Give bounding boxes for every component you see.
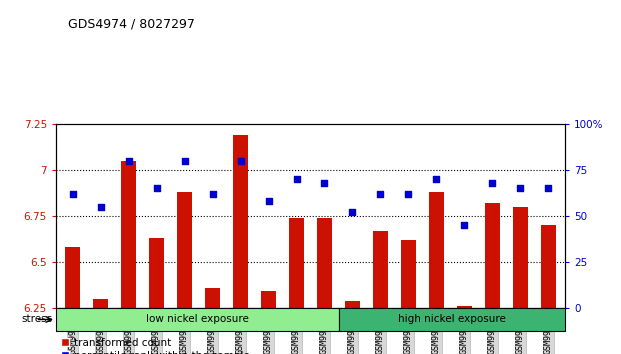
Bar [373, 231, 388, 308]
Point [179, 158, 189, 164]
Point [404, 191, 414, 197]
Text: GSM992709: GSM992709 [516, 309, 525, 354]
Point [235, 158, 245, 164]
Bar [261, 291, 276, 308]
Text: GSM992708: GSM992708 [488, 309, 497, 354]
Text: high nickel exposure: high nickel exposure [398, 314, 506, 325]
Bar [289, 218, 304, 308]
Point [460, 222, 469, 228]
Text: GSM992699: GSM992699 [236, 309, 245, 354]
Bar [149, 238, 165, 308]
Point [96, 204, 106, 210]
Bar [56, 308, 339, 331]
Bar [345, 301, 360, 308]
Text: GSM992710: GSM992710 [544, 309, 553, 354]
Point [263, 198, 273, 204]
Point [515, 185, 525, 191]
Text: GSM992701: GSM992701 [292, 309, 301, 354]
Text: GSM992697: GSM992697 [180, 309, 189, 354]
Point [124, 158, 134, 164]
Point [543, 185, 553, 191]
Text: GSM992696: GSM992696 [152, 309, 161, 354]
Text: GSM992702: GSM992702 [320, 309, 329, 354]
Point [348, 210, 358, 215]
Point [487, 180, 497, 185]
Point [68, 191, 78, 197]
Text: GSM992693: GSM992693 [68, 309, 77, 354]
Bar [541, 225, 556, 308]
Bar [93, 299, 108, 308]
Bar [401, 240, 416, 308]
Point [291, 176, 301, 182]
Text: GSM992704: GSM992704 [376, 309, 385, 354]
Bar [65, 247, 80, 308]
Bar [177, 192, 193, 308]
Text: GDS4974 / 8027297: GDS4974 / 8027297 [68, 18, 195, 31]
Bar [233, 135, 248, 308]
Bar [339, 308, 565, 331]
Point [432, 176, 442, 182]
Bar [513, 207, 528, 308]
Point [320, 180, 330, 185]
Bar [456, 306, 472, 308]
Text: GSM992707: GSM992707 [460, 309, 469, 354]
Text: GSM992698: GSM992698 [208, 309, 217, 354]
Bar [317, 218, 332, 308]
Text: stress: stress [22, 314, 53, 325]
Text: GSM992705: GSM992705 [404, 309, 413, 354]
Legend: transformed count, percentile rank within the sample: transformed count, percentile rank withi… [61, 338, 250, 354]
Text: GSM992706: GSM992706 [432, 309, 441, 354]
Bar [428, 192, 444, 308]
Bar [205, 288, 220, 308]
Bar [484, 203, 500, 308]
Text: GSM992700: GSM992700 [264, 309, 273, 354]
Text: GSM992703: GSM992703 [348, 309, 357, 354]
Bar [121, 161, 137, 308]
Text: GSM992695: GSM992695 [124, 309, 133, 354]
Point [152, 185, 161, 191]
Point [376, 191, 386, 197]
Text: low nickel exposure: low nickel exposure [146, 314, 249, 325]
Point [207, 191, 217, 197]
Text: GSM992694: GSM992694 [96, 309, 105, 354]
